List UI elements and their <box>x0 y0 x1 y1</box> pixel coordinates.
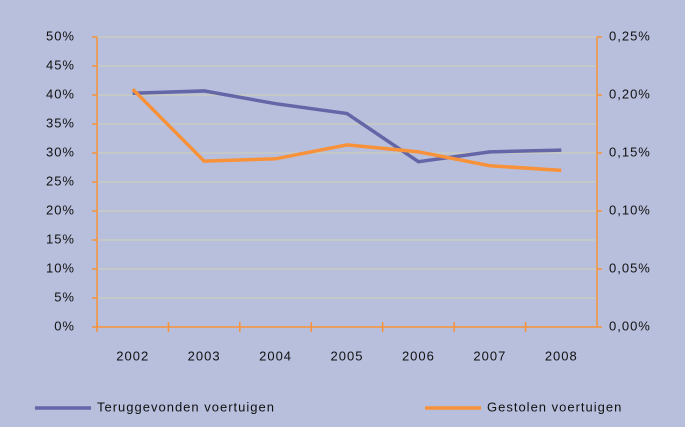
y-tick-label: 20% <box>46 202 75 217</box>
y2-tick-label: 0,10% <box>609 202 651 217</box>
line-series <box>131 87 562 173</box>
y2-tick-label: 0,05% <box>609 260 651 275</box>
legend-label: Gestolen voertuigen <box>487 399 622 414</box>
y2-tick-label: 0,20% <box>609 86 651 101</box>
y-tick-label: 0% <box>54 318 75 333</box>
y2-tick-label: 0,00% <box>609 318 651 333</box>
y-tick-label: 10% <box>46 260 75 275</box>
y-tick-label: 25% <box>46 173 75 188</box>
x-tick-label: 2008 <box>545 348 578 363</box>
x-tick-label: 2002 <box>116 348 149 363</box>
y-tick-label: 35% <box>46 115 75 130</box>
legend-label: Teruggevonden voertuigen <box>97 399 275 414</box>
y-tick-label: 45% <box>46 57 75 72</box>
x-tick-label: 2005 <box>331 348 364 363</box>
x-tick-label: 2003 <box>188 348 221 363</box>
x-tick-label: 2006 <box>402 348 435 363</box>
y-tick-label: 5% <box>54 289 75 304</box>
y-tick-label: 15% <box>46 231 75 246</box>
x-tick-label: 2007 <box>473 348 506 363</box>
y-tick-label: 50% <box>46 28 75 43</box>
x-tick-label: 2004 <box>259 348 292 363</box>
y-tick-label: 30% <box>46 144 75 159</box>
y-tick-label: 40% <box>46 86 75 101</box>
y2-tick-label: 0,25% <box>609 28 651 43</box>
line-series <box>132 89 562 164</box>
y2-tick-label: 0,15% <box>609 144 651 159</box>
